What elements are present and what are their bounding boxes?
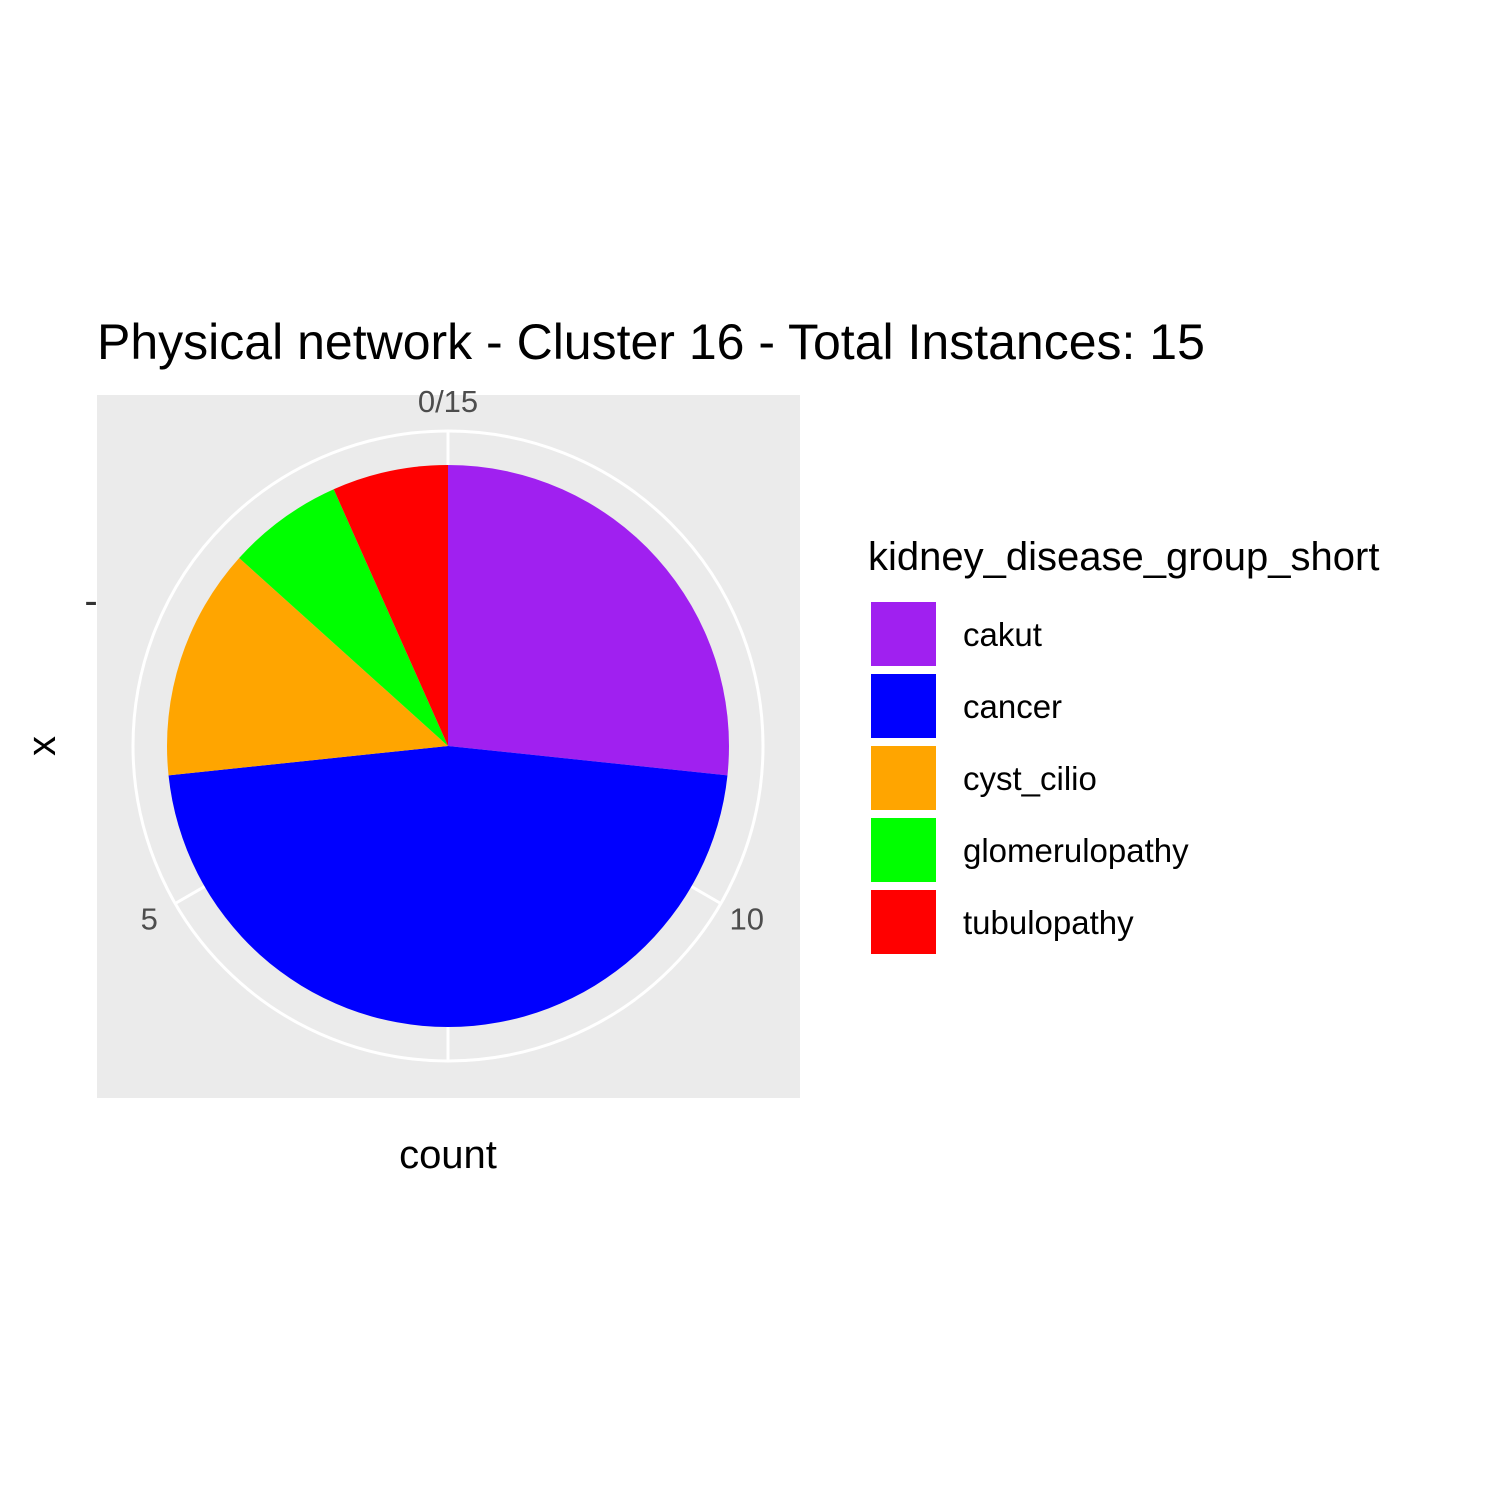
legend-label: cancer — [963, 688, 1062, 725]
pie-slice-tubulopathy — [333, 465, 448, 746]
pie-slice-glomerulopathy — [239, 489, 448, 746]
pie-slice-cancer — [168, 746, 728, 1027]
legend-key-cancer — [869, 672, 938, 740]
legend-title: kidney_disease_group_short — [868, 535, 1379, 579]
legend-label: tubulopathy — [963, 904, 1134, 941]
y-axis-title: x — [20, 736, 64, 756]
theta-tick-label: 10 — [730, 902, 764, 937]
legend: cakut cancer cyst_cilio glomerulopathy tubul… — [869, 600, 1189, 956]
theta-tick-label: 0/15 — [418, 384, 478, 419]
chart-title: Physical network - Cluster 16 - Total In… — [97, 314, 1205, 370]
legend-key-glomerulopathy — [869, 816, 938, 884]
pie-slice-cakut — [448, 465, 729, 776]
legend-label: cyst_cilio — [963, 760, 1097, 797]
pie-slice-cyst-cilio — [167, 557, 448, 776]
legend-key-cyst-cilio — [869, 744, 938, 812]
legend-label: cakut — [963, 616, 1042, 653]
legend-label: glomerulopathy — [963, 832, 1189, 869]
x-axis-title: count — [399, 1133, 497, 1177]
legend-key-cakut — [869, 600, 938, 668]
legend-key-tubulopathy — [869, 888, 938, 956]
theta-tick-label: 5 — [141, 902, 158, 937]
y-tick-label: - — [84, 579, 97, 623]
